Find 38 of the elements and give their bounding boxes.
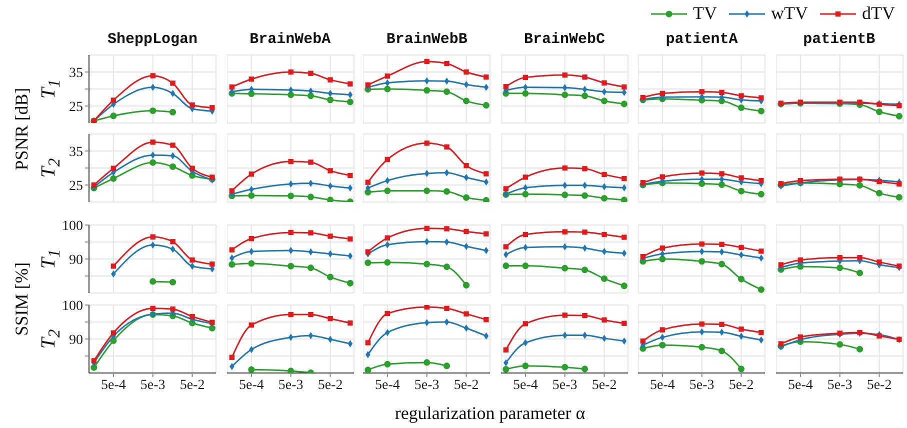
x-tick-label: 5e-2: [180, 378, 205, 393]
legend-label: TV: [693, 3, 717, 24]
y-tick-label: 25: [69, 179, 83, 194]
y-tick-label: 90: [69, 253, 83, 268]
y-tick-label: 100: [62, 298, 83, 314]
y-tick-label: 90: [69, 332, 83, 348]
y-tick-label: 100: [62, 219, 83, 234]
x-tick-label: 5e-4: [650, 378, 676, 393]
x-tick-label: 5e-4: [375, 378, 400, 393]
x-tick-label: 5e-3: [278, 378, 303, 393]
x-tick-label: 5e-2: [866, 378, 892, 393]
x-tick-label: 5e-3: [827, 378, 852, 393]
x-tick-label: 5e-3: [414, 378, 440, 393]
x-tick-label: 5e-4: [100, 378, 126, 393]
x-tick-label: 5e-4: [512, 378, 538, 393]
chart-title: BrainWebA: [248, 31, 332, 48]
text: PSNR [dB]: [12, 87, 32, 170]
chart-title: BrainWebC: [522, 31, 606, 48]
x-tick-label: 5e-3: [690, 378, 715, 393]
legend-label: dTV: [862, 3, 895, 24]
chart-title: patientA: [664, 31, 739, 48]
y-tick-label: 35: [69, 145, 83, 160]
x-tick-label: 5e-3: [140, 378, 166, 393]
text: SSIM [%]: [12, 262, 32, 336]
y-tick-label: 25: [69, 100, 83, 115]
chart-title: patientB: [802, 31, 876, 48]
x-tick-label: 5e-2: [454, 378, 480, 393]
chart-title: SheppLogan: [106, 31, 198, 48]
x-tick-label: 5e-3: [552, 378, 578, 393]
x-tick-label: 5e-4: [238, 378, 264, 393]
chart-title: BrainWebB: [385, 31, 468, 48]
y-tick-label: 35: [69, 66, 83, 81]
x-tick-label: 5e-4: [788, 378, 813, 393]
legend-label: wTV: [771, 3, 808, 24]
x-tick-label: 5e-2: [318, 378, 342, 393]
x-tick-label: 5e-2: [592, 378, 617, 393]
text: regularization parameter α: [394, 403, 586, 424]
x-tick-label: 5e-2: [729, 378, 754, 393]
